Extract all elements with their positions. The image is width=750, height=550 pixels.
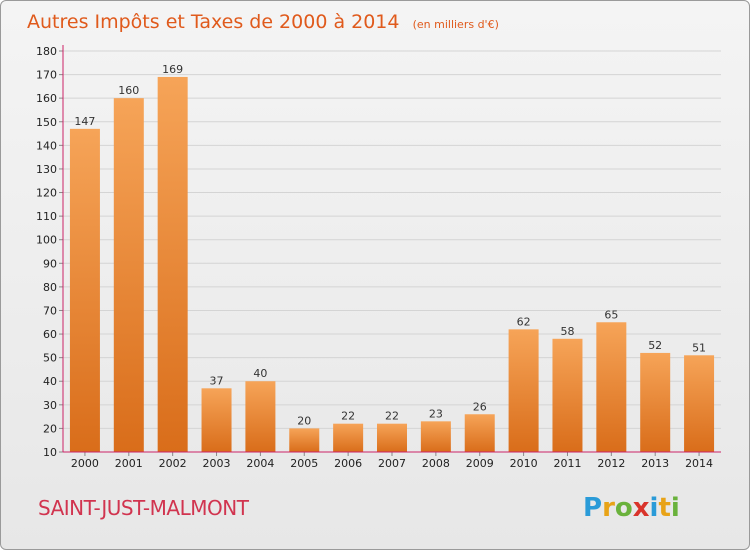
- bar: [640, 352, 671, 452]
- x-tick-label: 2010: [510, 457, 538, 470]
- data-label: 37: [210, 374, 224, 387]
- data-label: 65: [604, 308, 618, 321]
- chart-title-text: Autres Impôts et Taxes de 2000 à 2014: [27, 11, 400, 33]
- y-tick-label: 40: [43, 375, 57, 388]
- x-tick-label: 2004: [246, 457, 274, 470]
- bar: [464, 414, 495, 452]
- data-label: 51: [692, 341, 706, 354]
- y-tick-label: 180: [36, 45, 57, 58]
- y-tick-label: 140: [36, 139, 57, 152]
- axes: [59, 45, 721, 456]
- data-label: 26: [473, 400, 487, 413]
- y-tick-label: 120: [36, 187, 57, 200]
- y-tick-label: 130: [36, 163, 57, 176]
- bar: [289, 428, 320, 452]
- y-tick-label: 10: [43, 446, 57, 459]
- bar: [201, 388, 232, 452]
- y-tick-label: 60: [43, 328, 57, 341]
- x-tick-label: 2005: [290, 457, 318, 470]
- bar: [113, 98, 144, 453]
- data-label: 160: [118, 84, 139, 97]
- x-tick-label: 2008: [422, 457, 450, 470]
- data-label: 22: [385, 410, 399, 423]
- bar: [552, 338, 583, 452]
- x-tick-label: 2000: [71, 457, 99, 470]
- y-tick-label: 20: [43, 422, 57, 435]
- data-label: 52: [648, 339, 662, 352]
- proxiti-logo: Proxiti: [583, 493, 680, 523]
- x-tick-label: 2012: [597, 457, 625, 470]
- data-label: 22: [341, 410, 355, 423]
- y-tick-label: 90: [43, 257, 57, 270]
- x-tick-label: 2011: [553, 457, 581, 470]
- y-tick-label: 110: [36, 210, 57, 223]
- x-tick-label: 2002: [159, 457, 187, 470]
- x-tick-label: 2003: [203, 457, 231, 470]
- x-tick-label: 2013: [641, 457, 669, 470]
- x-tick-label: 2009: [466, 457, 494, 470]
- y-tick-label: 170: [36, 69, 57, 82]
- x-tick-label: 2006: [334, 457, 362, 470]
- y-tick-label: 150: [36, 116, 57, 129]
- y-tick-label: 80: [43, 281, 57, 294]
- bar: [245, 381, 276, 452]
- y-tick-label: 30: [43, 399, 57, 412]
- y-tick-label: 70: [43, 304, 57, 317]
- chart-title: Autres Impôts et Taxes de 2000 à 2014 (e…: [27, 11, 499, 33]
- data-label: 20: [297, 414, 311, 427]
- data-label: 40: [253, 367, 267, 380]
- data-label: 62: [517, 315, 531, 328]
- x-tick-label: 2001: [115, 457, 143, 470]
- chart-unit-label: (en milliers d'€): [413, 18, 499, 31]
- data-label: 58: [560, 325, 574, 338]
- bar: [157, 76, 188, 453]
- bar: [684, 355, 715, 452]
- bar: [377, 423, 407, 452]
- y-tick-label: 100: [36, 234, 57, 247]
- bar: [508, 329, 539, 452]
- y-tick-label: 160: [36, 92, 57, 105]
- bars: [69, 76, 715, 453]
- bar: [420, 421, 451, 452]
- bar: [333, 423, 364, 452]
- y-tick-label: 50: [43, 352, 57, 365]
- data-label: 147: [74, 115, 95, 128]
- data-label: 169: [162, 63, 183, 76]
- x-tick-label: 2007: [378, 457, 406, 470]
- data-label: 23: [429, 407, 443, 420]
- commune-name: SAINT-JUST-MALMONT: [38, 496, 250, 520]
- bar: [69, 128, 100, 452]
- labels: 10 20 30 40 50 60 70 80 90 100 110 120 130 140 150 160 1…: [36, 45, 713, 470]
- x-tick-label: 2014: [685, 457, 713, 470]
- bar: [596, 322, 627, 452]
